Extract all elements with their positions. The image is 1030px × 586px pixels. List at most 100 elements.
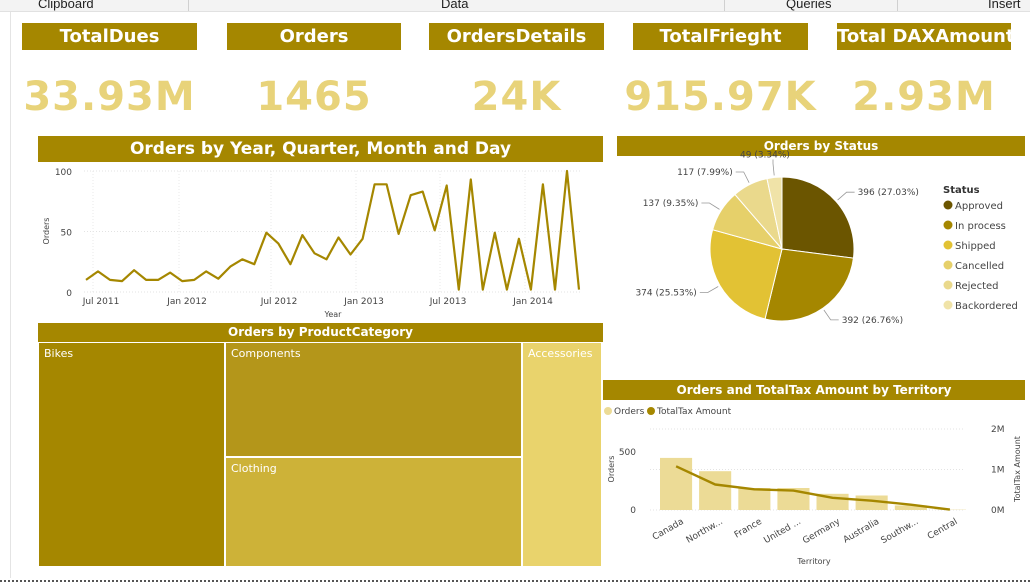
combo-x-tick-label: Germany <box>801 517 842 547</box>
card-title-totaldues: TotalDues <box>22 23 197 50</box>
card-value-totalfrieght: 915.97K <box>624 74 817 120</box>
combo-x-tick-label: Canada <box>651 517 686 543</box>
pie-legend-label[interactable]: Approved <box>955 201 1003 212</box>
pie-legend-title: Status <box>943 185 980 196</box>
treemap-tile-components[interactable]: Components <box>225 342 522 457</box>
pie-legend-marker <box>943 240 953 250</box>
card-title-totaldaxamount: Total DAXAmount <box>837 23 1011 50</box>
treemap-label-components: Components <box>231 347 301 360</box>
combo-x-tick-label: United ... <box>762 517 803 546</box>
ribbon-clipboard[interactable]: Clipboard <box>38 0 94 11</box>
line-y-tick-label: 0 <box>66 289 72 299</box>
pie-legend-marker <box>943 220 953 230</box>
pie-legend-label[interactable]: Rejected <box>955 281 999 292</box>
combo-legend-marker <box>604 407 612 415</box>
treemap-tile-clothing[interactable]: Clothing <box>225 457 522 567</box>
ribbon-data[interactable]: Data <box>441 0 469 11</box>
pie-legend-label[interactable]: In process <box>955 221 1006 232</box>
pie-leader-line <box>735 171 750 183</box>
combo-x-tick-label: France <box>733 517 764 541</box>
pie-legend-label[interactable]: Backordered <box>955 301 1018 312</box>
ribbon-insert[interactable]: Insert <box>988 0 1021 11</box>
pie-legend-marker <box>943 280 953 290</box>
totaltax-series-line[interactable] <box>675 465 951 511</box>
combo-legend-label[interactable]: TotalTax Amount <box>656 407 732 417</box>
treemap-label-bikes: Bikes <box>44 347 74 360</box>
combo-bar[interactable] <box>738 488 771 510</box>
pie-leader-line <box>837 191 855 201</box>
orders-line-chart[interactable]: 0 50 100 Jul 2011 Jan 2012 Jul 2012 Jan 2013 Ju… <box>38 163 603 323</box>
canvas-border <box>10 12 11 578</box>
combo-x-tick-label: Northw... <box>685 517 725 546</box>
ribbon-queries[interactable]: Queries <box>786 0 832 11</box>
line-y-tick-label: 50 <box>61 229 73 239</box>
pie-legend-marker <box>943 200 953 210</box>
pie-data-label: 374 (25.53%) <box>635 289 696 299</box>
combo-y-tick-label: 0 <box>630 506 636 516</box>
pie-slice[interactable] <box>764 248 854 322</box>
treemap-title: Orders by ProductCategory <box>38 323 603 342</box>
page-bottom-border <box>0 580 1030 582</box>
combo-legend-label[interactable]: Orders <box>614 407 645 417</box>
line-x-axis-label: Year <box>324 310 343 319</box>
pie-slice[interactable] <box>781 176 855 259</box>
pie-leader-line <box>701 202 720 210</box>
card-value-totaldaxamount: 2.93M <box>852 74 996 120</box>
pie-legend-marker <box>943 260 953 270</box>
pie-data-label: 49 (3.34%) <box>740 150 790 160</box>
pie-legend-label[interactable]: Shipped <box>955 241 996 252</box>
combo-bar[interactable] <box>699 471 732 510</box>
orders-series-line[interactable] <box>85 169 581 291</box>
treemap-tile-accessories[interactable]: Accessories <box>522 342 602 567</box>
pie-legend-label[interactable]: Cancelled <box>955 261 1004 272</box>
pie-data-label: 396 (27.03%) <box>858 188 919 198</box>
combo-y2-tick-label: 1M <box>991 466 1005 476</box>
pie-slice[interactable] <box>709 229 783 320</box>
pie-leader-line <box>823 309 839 321</box>
pie-chart-title: Orders by Status <box>617 136 1025 156</box>
pie-data-label: 392 (26.76%) <box>842 316 903 326</box>
line-x-tick-label: Jan 2013 <box>343 297 384 307</box>
combo-y-axis-label: Orders <box>607 456 616 483</box>
line-chart-title: Orders by Year, Quarter, Month and Day <box>38 136 603 162</box>
territory-combo-chart[interactable]: Orders TotalTax Amount 0 500 0M 1M 2M Orders Tot… <box>603 401 1030 573</box>
pie-legend-marker <box>943 300 953 310</box>
card-value-totaldues: 33.93M <box>23 74 196 120</box>
orders-status-pie-chart[interactable]: 396 (27.03%) 392 (26.76%) 374 (25.53%) 137 … <box>617 150 1030 337</box>
combo-x-axis-label: Territory <box>796 557 830 566</box>
line-y-axis-label: Orders <box>42 218 51 245</box>
pie-data-label: 137 (9.35%) <box>643 199 699 209</box>
treemap-tile-bikes[interactable]: Bikes <box>38 342 225 567</box>
combo-y2-axis-label: TotalTax Amount <box>1013 436 1022 503</box>
line-x-tick-label: Jan 2012 <box>166 297 207 307</box>
card-title-orders: Orders <box>227 23 401 50</box>
line-x-tick-label: Jul 2012 <box>260 297 298 307</box>
combo-x-tick-label: Australia <box>842 517 881 546</box>
pie-leader-line <box>699 286 719 293</box>
line-x-tick-label: Jul 2011 <box>82 297 120 307</box>
pie-data-label: 117 (7.99%) <box>677 168 733 178</box>
line-x-tick-label: Jan 2014 <box>512 297 553 307</box>
treemap-label-accessories: Accessories <box>528 347 593 360</box>
combo-bar[interactable] <box>777 488 810 510</box>
card-value-ordersdetails: 24K <box>471 74 562 120</box>
combo-legend-marker <box>647 407 655 415</box>
card-value-orders: 1465 <box>256 74 372 120</box>
combo-chart-title: Orders and TotalTax Amount by Territory <box>603 380 1025 400</box>
combo-x-tick-label: Southw... <box>880 517 921 546</box>
combo-y2-tick-label: 0M <box>991 506 1005 516</box>
ribbon: Clipboard Data Queries Insert <box>0 0 1030 12</box>
pie-leader-line <box>772 159 775 176</box>
combo-bar[interactable] <box>660 457 693 510</box>
card-title-ordersdetails: OrdersDetails <box>429 23 604 50</box>
combo-bar[interactable] <box>894 505 927 510</box>
line-y-tick-label: 100 <box>55 168 72 178</box>
product-category-treemap: Bikes Components Clothing Accessories <box>38 342 602 567</box>
pie-slice[interactable] <box>766 176 783 250</box>
combo-x-tick-label: Central <box>926 517 959 542</box>
combo-y2-tick-label: 2M <box>991 425 1005 435</box>
card-title-totalfrieght: TotalFrieght <box>633 23 808 50</box>
line-x-tick-label: Jul 2013 <box>429 297 467 307</box>
combo-y-tick-label: 500 <box>619 448 636 458</box>
treemap-label-clothing: Clothing <box>231 462 277 475</box>
